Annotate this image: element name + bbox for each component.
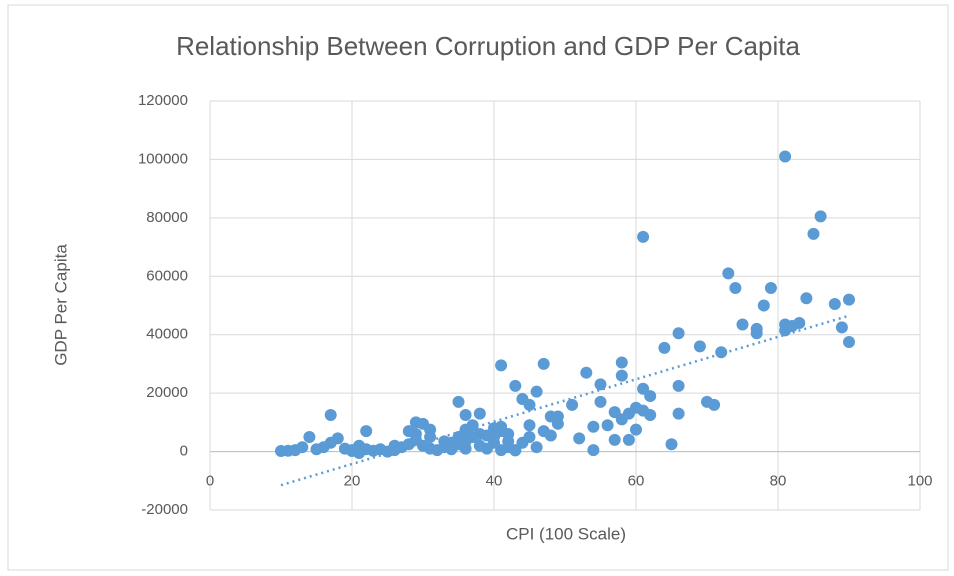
y-tick-label: -20000 (141, 501, 188, 518)
point (736, 318, 749, 331)
point (693, 340, 706, 353)
point (750, 327, 763, 340)
point (530, 385, 543, 398)
point (324, 409, 337, 422)
y-tick-label: 120000 (138, 92, 188, 109)
point (573, 432, 586, 445)
point (424, 442, 437, 455)
point (672, 407, 685, 420)
point (630, 401, 642, 414)
point (615, 356, 628, 369)
x-tick-label: 100 (907, 473, 932, 490)
marks (275, 150, 855, 487)
point (793, 317, 806, 330)
point (473, 407, 486, 420)
point (594, 395, 607, 408)
point (637, 382, 650, 395)
point (587, 420, 600, 433)
point (601, 419, 614, 432)
point (409, 416, 422, 429)
x-tick-label: 20 (344, 473, 361, 490)
point (658, 341, 671, 354)
x-tick-label: 80 (770, 473, 787, 490)
y-tick-label: 20000 (146, 384, 188, 401)
point (708, 398, 721, 411)
point (828, 298, 841, 311)
point (438, 435, 451, 448)
point (537, 425, 550, 438)
y-tick-label: 0 (180, 443, 188, 460)
point (459, 409, 472, 422)
grid (209, 100, 921, 511)
trendline (280, 314, 850, 487)
y-axis-label: GDP Per Capita (51, 244, 70, 366)
point (275, 444, 287, 457)
x-tick-label: 0 (206, 473, 214, 490)
point (608, 433, 621, 446)
point (502, 435, 515, 448)
y-tick-label: 40000 (146, 326, 188, 343)
point (523, 398, 536, 411)
point (764, 281, 777, 294)
x-tick-label: 40 (486, 473, 503, 490)
point (665, 438, 678, 451)
point (566, 398, 579, 411)
point (580, 366, 593, 379)
point (409, 428, 422, 441)
point (757, 299, 770, 312)
point (594, 378, 607, 391)
point (452, 438, 465, 451)
y-tick-label: 60000 (146, 267, 188, 284)
y-tick-label: 80000 (146, 209, 188, 226)
point (630, 423, 642, 436)
point (360, 425, 373, 438)
point (452, 395, 465, 408)
point (615, 369, 628, 382)
point (402, 438, 415, 451)
point (835, 321, 848, 334)
point (587, 444, 600, 457)
point (814, 210, 827, 223)
point (495, 425, 508, 438)
point (729, 281, 742, 294)
x-tick-label: 60 (628, 473, 645, 490)
point (360, 443, 373, 456)
point (843, 293, 855, 306)
point (509, 379, 522, 392)
point (779, 150, 792, 163)
point (473, 428, 486, 441)
point (672, 327, 685, 340)
point (523, 419, 536, 432)
point (637, 230, 650, 243)
point (672, 379, 685, 392)
point (509, 444, 522, 457)
chart-frame (7, 4, 949, 571)
point (622, 433, 635, 446)
point (388, 439, 401, 452)
point (722, 267, 735, 280)
point (807, 227, 820, 240)
point (424, 423, 437, 436)
point (843, 336, 855, 349)
x-axis-label: CPI (100 Scale) (506, 524, 626, 543)
point (310, 443, 323, 456)
point (779, 318, 792, 331)
point (303, 430, 316, 443)
point (800, 292, 813, 305)
point (544, 410, 557, 423)
point (495, 359, 508, 372)
point (537, 357, 550, 370)
y-tick-label: 100000 (138, 150, 188, 167)
chart-title: Relationship Between Corruption and GDP … (176, 31, 800, 61)
point (530, 441, 543, 454)
